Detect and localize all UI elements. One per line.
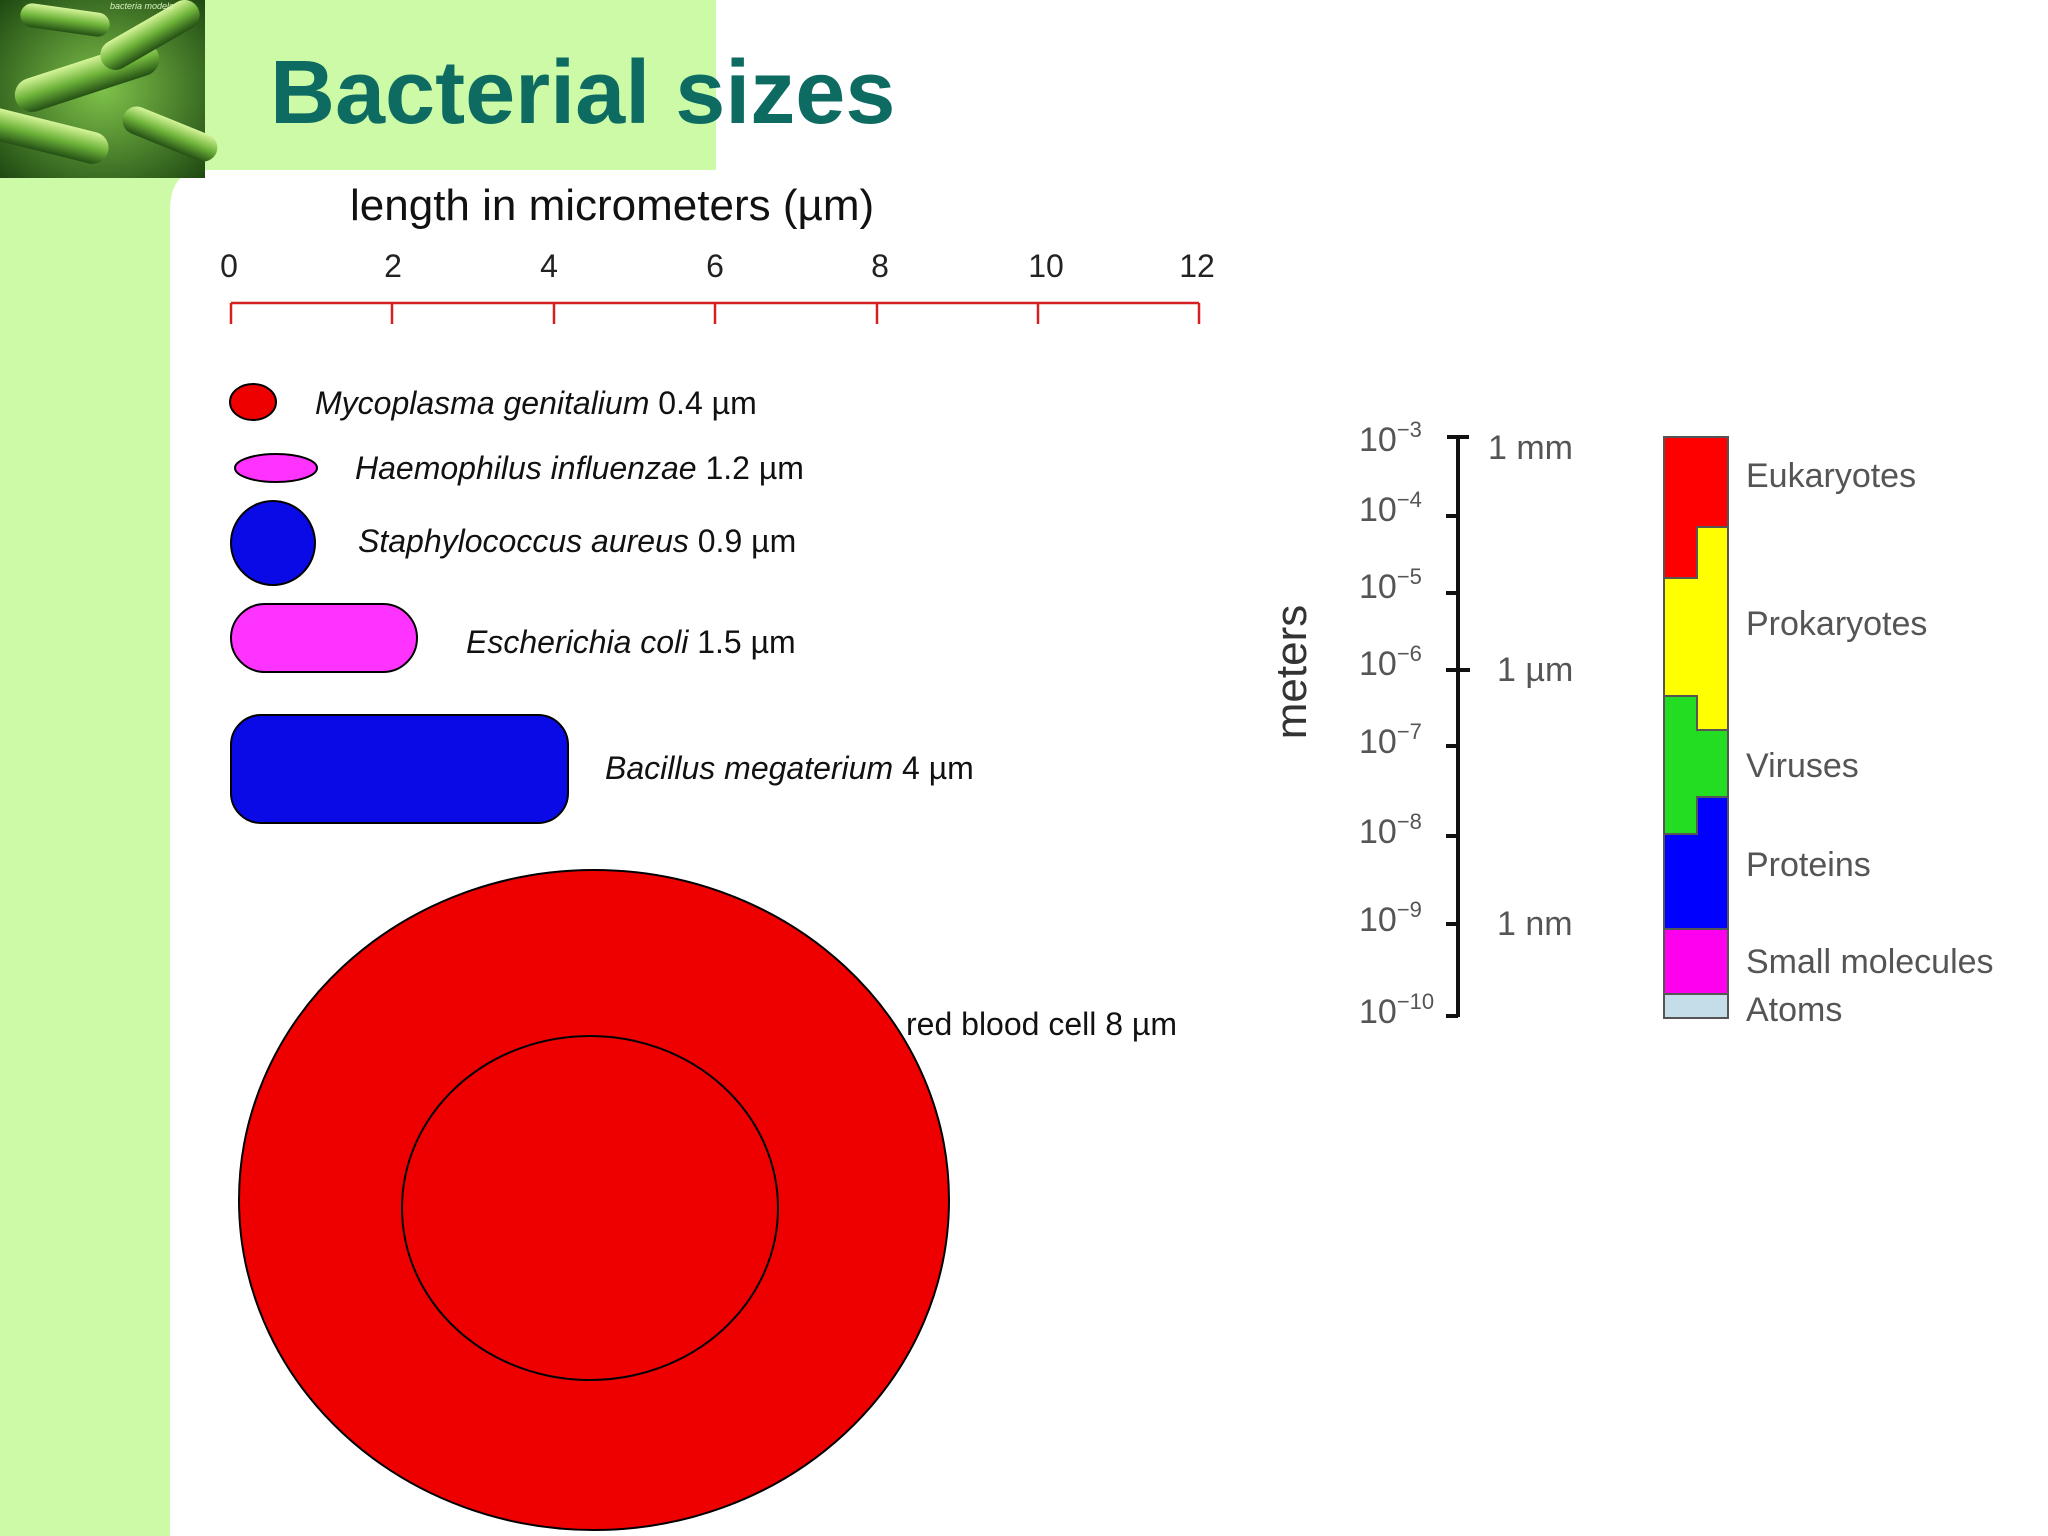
atoms-band (1664, 994, 1728, 1018)
red-blood-cell-label: red blood cell 8 µm (906, 1006, 1177, 1042)
category-bar-outline (1663, 436, 1729, 1019)
bacillus-shape (230, 714, 569, 824)
category-label: Eukaryotes (1746, 457, 1916, 495)
ruler-tick-label: 0 (220, 248, 238, 284)
ruler-tick-label: 10 (1028, 248, 1064, 284)
category-label: Atoms (1746, 991, 1842, 1029)
ruler (229, 301, 1201, 324)
mycoplasma-shape (229, 383, 277, 421)
scale-tick-label: 10−8 (1359, 809, 1422, 851)
haemophilus-shape (234, 453, 318, 483)
category-label: Viruses (1746, 747, 1859, 785)
scale-tick-label: 10−5 (1359, 564, 1422, 606)
category-label: Proteins (1746, 846, 1871, 884)
prokaryotes-band (1664, 527, 1728, 730)
page-title: Bacterial sizes (270, 43, 895, 143)
category-label: Prokaryotes (1746, 605, 1927, 643)
small-molecules-band (1664, 929, 1728, 994)
ruler-tick-label: 6 (706, 248, 724, 284)
scale-tick-label: 10−10 (1359, 989, 1434, 1031)
category-label: Small molecules (1746, 943, 1994, 981)
size-category-bar (1663, 436, 1729, 1019)
escherichia-shape (230, 603, 418, 673)
scale-unit-label: 1 nm (1497, 905, 1573, 943)
scale-axis-label: meters (1267, 605, 1316, 739)
scale-unit-label: 1 mm (1488, 429, 1573, 467)
ruler-tick-label: 8 (871, 248, 889, 284)
red-blood-cell-center (401, 1035, 779, 1381)
scale-tick-label: 10−4 (1359, 487, 1422, 529)
logo-text: bacteria models (110, 1, 174, 11)
ruler-tick-label: 2 (384, 248, 402, 284)
organism-label: Haemophilus influenzae 1.2 µm (355, 450, 804, 486)
organism-label: Mycoplasma genitalium 0.4 µm (315, 385, 757, 421)
organism-label: Staphylococcus aureus 0.9 µm (358, 523, 796, 559)
ruler-tick-label: 12 (1179, 248, 1215, 284)
scale-tick-label: 10−6 (1359, 641, 1422, 683)
scale-tick-label: 10−7 (1359, 719, 1422, 761)
category-dividers (1664, 526, 1728, 995)
scale-tick-label: 10−9 (1359, 897, 1422, 939)
scale-axis (1446, 435, 1470, 1018)
ruler-tick-label: 4 (540, 248, 558, 284)
organism-label: Bacillus megaterium 4 µm (605, 750, 974, 786)
proteins-band (1664, 797, 1728, 929)
scale-tick-label: 10−3 (1359, 417, 1422, 459)
ruler-title: length in micrometers (µm) (350, 181, 874, 230)
bacteria-logo-image: bacteria models (0, 0, 218, 178)
scale-unit-label: 1 µm (1497, 651, 1573, 689)
organism-label: Escherichia coli 1.5 µm (466, 624, 796, 660)
eukaryotes-band (1664, 437, 1728, 578)
staphylococcus-shape (230, 500, 316, 586)
